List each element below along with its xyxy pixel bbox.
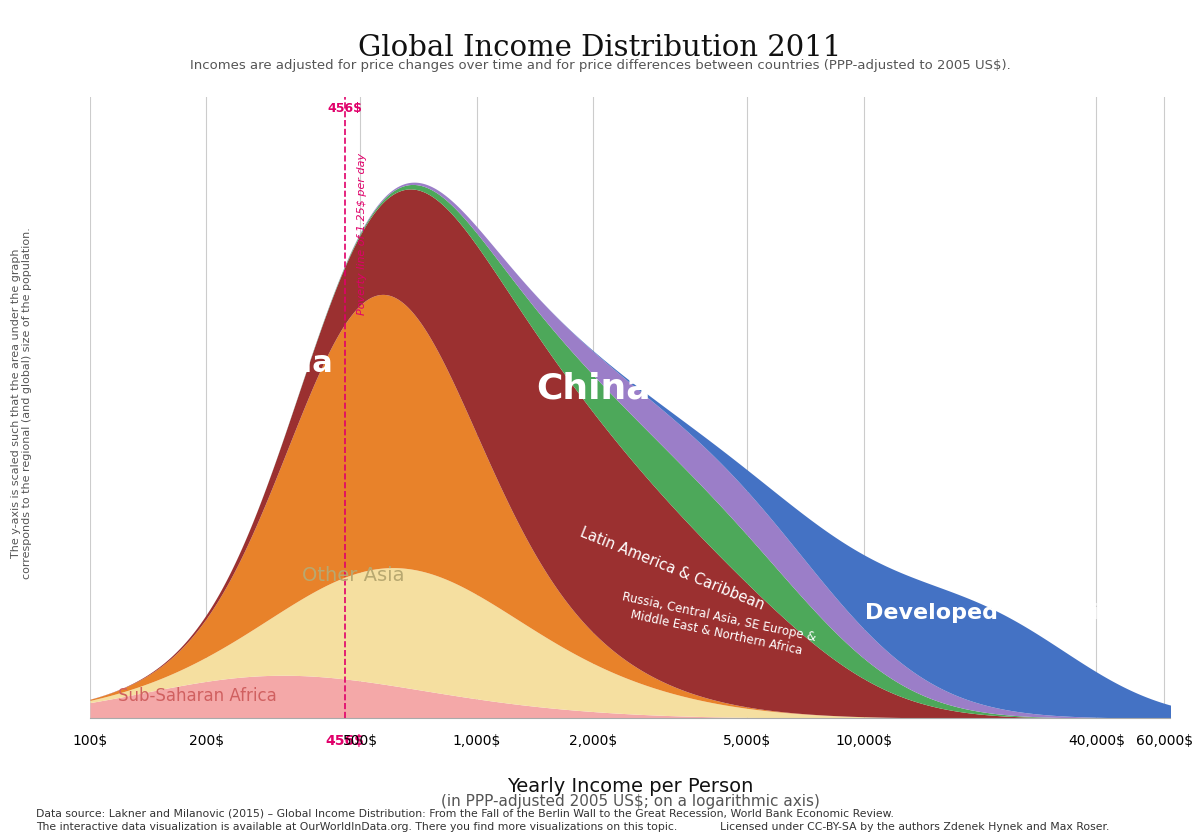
Text: 5,000$: 5,000$: [722, 734, 772, 748]
Text: 2,000$: 2,000$: [569, 734, 617, 748]
Text: 1,000$: 1,000$: [452, 734, 500, 748]
Text: 456$: 456$: [328, 102, 362, 115]
Text: Global Income Distribution 2011: Global Income Distribution 2011: [359, 34, 841, 61]
Text: (in PPP-adjusted 2005 US$; on a logarithmic axis): (in PPP-adjusted 2005 US$; on a logarith…: [440, 794, 820, 809]
Text: India: India: [247, 349, 334, 378]
Text: 500$: 500$: [343, 734, 378, 748]
Text: The y-axis is scaled such that the area under the graph
corresponds to the regio: The y-axis is scaled such that the area …: [11, 228, 32, 579]
Text: Russia, Central Asia, SE Europe &
Middle East & Northern Africa: Russia, Central Asia, SE Europe & Middle…: [618, 591, 817, 659]
Text: in Data: in Data: [1078, 63, 1135, 76]
Text: Our World: Our World: [1067, 38, 1146, 51]
Text: Incomes are adjusted for price changes over time and for price differences betwe: Incomes are adjusted for price changes o…: [190, 59, 1010, 71]
Text: 456$: 456$: [325, 734, 365, 748]
Text: 10,000$: 10,000$: [835, 734, 892, 748]
Text: Developed Countries: Developed Countries: [865, 602, 1127, 622]
Text: Licensed under CC-BY-SA by the authors Zdenek Hynek and Max Roser.: Licensed under CC-BY-SA by the authors Z…: [720, 822, 1109, 832]
Text: 60,000$: 60,000$: [1136, 734, 1193, 748]
Text: Sub-Saharan Africa: Sub-Saharan Africa: [119, 687, 277, 705]
Text: Data source: Lakner and Milanovic (2015) – Global Income Distribution: From the : Data source: Lakner and Milanovic (2015)…: [36, 808, 894, 818]
Text: 200$: 200$: [188, 734, 224, 748]
Text: Latin America & Caribbean: Latin America & Caribbean: [578, 525, 767, 613]
Text: 100$: 100$: [72, 734, 108, 748]
Text: Other Asia: Other Asia: [302, 565, 404, 585]
Text: 40,000$: 40,000$: [1068, 734, 1124, 748]
Text: China: China: [536, 372, 650, 406]
Text: Poverty line of 1.25$ per day: Poverty line of 1.25$ per day: [356, 153, 367, 315]
Text: The interactive data visualization is available at OurWorldInData.org. There you: The interactive data visualization is av…: [36, 822, 677, 832]
Text: Yearly Income per Person: Yearly Income per Person: [506, 777, 754, 796]
